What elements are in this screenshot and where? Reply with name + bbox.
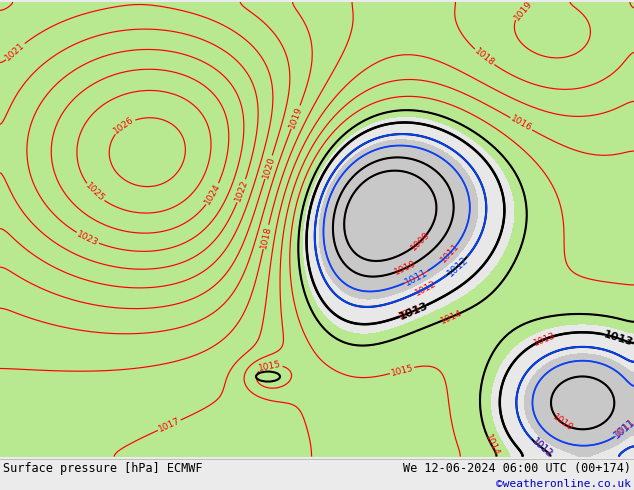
Text: 1013: 1013 <box>533 331 557 347</box>
Text: 1011: 1011 <box>612 417 634 440</box>
Text: 1018: 1018 <box>259 225 273 249</box>
Text: 1019: 1019 <box>512 0 534 22</box>
Text: 1009: 1009 <box>409 230 432 252</box>
Text: 1011: 1011 <box>439 242 461 265</box>
Text: 1013: 1013 <box>602 329 634 347</box>
Text: We 12-06-2024 06:00 UTC (00+174): We 12-06-2024 06:00 UTC (00+174) <box>403 462 631 475</box>
Text: 1026: 1026 <box>112 115 136 136</box>
Text: ©weatheronline.co.uk: ©weatheronline.co.uk <box>496 479 631 489</box>
Text: 1023: 1023 <box>75 229 100 247</box>
Text: 1010: 1010 <box>550 413 574 434</box>
Text: 1021: 1021 <box>4 41 27 62</box>
Text: 1011: 1011 <box>613 417 634 439</box>
Text: 1012: 1012 <box>445 254 470 278</box>
Text: 1017: 1017 <box>157 416 181 434</box>
Text: 1018: 1018 <box>472 47 496 68</box>
Text: 1019: 1019 <box>287 105 304 129</box>
Text: 1025: 1025 <box>84 181 106 204</box>
Text: 1014: 1014 <box>483 433 501 458</box>
Text: 1014: 1014 <box>439 308 463 325</box>
Text: 1013: 1013 <box>398 304 422 321</box>
Text: 1022: 1022 <box>233 179 250 203</box>
Text: Surface pressure [hPa] ECMWF: Surface pressure [hPa] ECMWF <box>3 462 202 475</box>
Text: 1015: 1015 <box>258 359 282 372</box>
Text: 1010: 1010 <box>392 259 417 277</box>
Text: 1020: 1020 <box>261 155 276 179</box>
Text: 1012: 1012 <box>531 437 553 459</box>
Text: 1013: 1013 <box>398 300 429 322</box>
Text: 1011: 1011 <box>403 268 429 288</box>
Text: 1015: 1015 <box>390 363 414 378</box>
Text: 1024: 1024 <box>204 182 223 206</box>
Text: 1016: 1016 <box>509 114 533 133</box>
Text: 1012: 1012 <box>413 279 438 297</box>
Text: 1012: 1012 <box>529 436 554 460</box>
